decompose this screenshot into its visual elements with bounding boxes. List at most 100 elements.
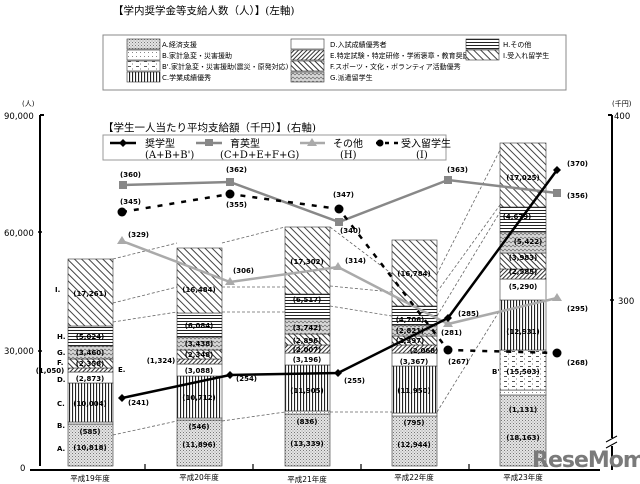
legend-shogaku-sub: (A+B+B') — [145, 150, 194, 161]
letter-b2: B' — [492, 368, 499, 376]
val-23-a: (18,163) — [506, 434, 539, 442]
legend-label-h: H.その他 — [503, 40, 531, 49]
val-19-d: (2,873) — [76, 375, 105, 383]
letter-h: H. — [57, 333, 66, 341]
bar-y23 — [499, 142, 547, 467]
val-22-g: (2,821) — [396, 327, 425, 335]
val-20-a: (11,896) — [182, 441, 215, 449]
shogaku-y20: (254) — [236, 375, 257, 383]
val-19-c: (10,004) — [73, 400, 106, 408]
legend-ryugaku-name: 受入留学生 — [401, 137, 451, 150]
ryugaku-y22: (267) — [448, 358, 469, 366]
ryugaku-y20: (355) — [226, 201, 247, 209]
x-label-y21: 平成21年度 — [287, 474, 327, 484]
line-legend: 奨学型 (A+B+B') 育英型 (C+D+E+F+G) その他 (H) 受入留… — [102, 134, 451, 161]
circle-marker-icon — [376, 139, 384, 147]
val-23-g: (5,422) — [514, 238, 543, 246]
left-axis: (人) 90,000 60,000 30,000 0 — [4, 100, 44, 474]
legend-swatch-c — [126, 71, 161, 83]
val-19-e: (1,050) — [36, 367, 65, 375]
val-23-h: (4,679) — [503, 213, 532, 221]
right-axis: (千円) 400 300 — [605, 99, 634, 470]
val-20-h: (6,084) — [185, 322, 214, 330]
val-20-d: (3,088) — [185, 367, 214, 375]
val-22-c: (11,950) — [397, 387, 430, 395]
val-22-b: (795) — [403, 419, 424, 427]
sonota-y22: (281) — [441, 329, 462, 337]
left-tick-30000: 30,000 — [4, 347, 34, 357]
val-23-i: (17,025) — [506, 174, 539, 182]
ikuei-y23: (356) — [567, 192, 588, 200]
val-22-f: (2,397) — [396, 337, 425, 345]
left-tick-0: 0 — [20, 464, 25, 474]
val-19-b: (585) — [79, 428, 100, 436]
legend-label-e: E.特定試験・特定研修・学術褒章・教育奨励 — [330, 51, 470, 60]
legend-ikuei-sub: (C+D+E+F+G) — [220, 150, 299, 161]
square-marker-icon — [205, 139, 213, 146]
triangle-marker-icon — [307, 138, 317, 146]
val-19-a: (10,818) — [73, 444, 106, 452]
ikuei-y21: (340) — [340, 227, 361, 235]
legend-label-b: B.家計急変・災害援助 — [162, 51, 232, 60]
legend-label-f: F.スポーツ・文化・ボランティア活動優秀 — [330, 62, 461, 71]
bar-y22 — [391, 239, 438, 467]
sonota-y21: (314) — [345, 257, 366, 265]
ikuei-y20: (362) — [226, 166, 247, 174]
ikuei-y22: (363) — [447, 166, 468, 174]
line-ryugaku — [117, 189, 562, 358]
x-label-y22: 平成22年度 — [394, 472, 434, 482]
val-23-e: (2,585) — [509, 268, 538, 276]
line-ikuei — [119, 176, 561, 226]
legend-label-i: I.受入れ留学生 — [503, 51, 549, 60]
bar-value-labels: (17,261) (5,024) (3,460) (2,358) (1,050)… — [36, 174, 543, 452]
ikuei-y19: (360) — [120, 171, 141, 179]
legend-sonota-name: その他 — [333, 137, 363, 150]
letter-f: F. — [57, 359, 63, 367]
legend-swatch-f — [290, 60, 325, 72]
line-value-labels: (241) (254) (255) (285) (370) (360) (362… — [120, 160, 588, 407]
line-shogaku — [118, 166, 561, 402]
legend-swatch-a — [126, 38, 161, 50]
val-23-f: (3,983) — [509, 254, 538, 262]
val-21-f: (2,896) — [293, 337, 322, 345]
val-22-i: (16,784) — [397, 270, 430, 278]
legend-swatch-g — [290, 71, 325, 83]
val-23-d: (5,290) — [509, 283, 538, 291]
letter-i: I. — [55, 286, 60, 294]
bar-y20 — [176, 247, 223, 467]
legend-label-a: A.経済支援 — [162, 40, 197, 49]
val-23-b2: (15,503) — [506, 368, 539, 376]
ryugaku-y21: (347) — [333, 191, 354, 199]
val-20-b: (546) — [188, 423, 209, 431]
shogaku-y22: (285) — [458, 310, 479, 318]
bar-connectors — [112, 149, 501, 436]
sonota-y19: (329) — [128, 231, 149, 239]
val-22-h: (4,706) — [396, 316, 425, 324]
val-22-d: (3,367) — [400, 358, 429, 366]
legend-swatch-e — [290, 49, 325, 61]
letter-e: E. — [118, 366, 125, 374]
x-axis-ticks — [144, 464, 470, 470]
val-21-c: (11,905) — [290, 387, 323, 395]
resemom-logo: ReseMom — [532, 448, 640, 473]
legend-swatch-h — [465, 38, 500, 50]
legend-ryugaku-sub: (I) — [416, 150, 428, 161]
val-22-a: (12,944) — [397, 441, 430, 449]
legend-shogaku-name: 奨学型 — [145, 137, 175, 150]
val-20-g: (3,438) — [185, 340, 214, 348]
val-19-g: (3,460) — [76, 349, 105, 357]
val-21-e: (2,007) — [293, 346, 322, 354]
legend-swatch-i — [465, 49, 500, 61]
right-axis-unit: (千円) — [612, 99, 632, 108]
legend-label-d: D.入試成績優秀者 — [330, 40, 387, 49]
left-tick-90000: 90,000 — [4, 112, 34, 122]
letter-a: A. — [57, 445, 65, 453]
legend-swatch-b — [126, 49, 161, 61]
sonota-y20: (306) — [233, 267, 254, 275]
bar-y21 — [284, 226, 331, 467]
val-19-h: (5,024) — [76, 333, 105, 341]
val-19-f: (2,358) — [76, 360, 105, 368]
shogaku-y19: (241) — [128, 399, 149, 407]
val-20-c: (10,712) — [182, 394, 215, 402]
